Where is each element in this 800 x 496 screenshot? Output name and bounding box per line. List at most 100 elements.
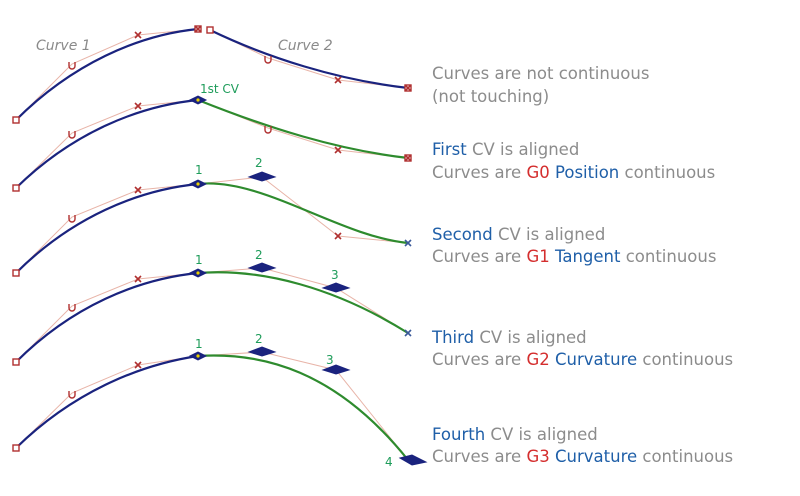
caption-text: Curves are (432, 447, 526, 466)
cv3-arrow (321, 364, 351, 375)
curve1-start-cv (12, 358, 20, 366)
caption-text: CV is aligned (493, 225, 606, 244)
cv3-label: 3 (331, 268, 339, 282)
first-cv-label: 1st CV (200, 82, 240, 96)
curve2-cv-x (334, 232, 342, 240)
hull (15, 351, 409, 461)
curve2-cv-x (334, 146, 342, 154)
row-not-continuous: Curve 1 Curve 2 (12, 25, 412, 124)
caption-line2: Curves are G0 Position continuous (432, 163, 715, 182)
cv2-label: 2 (255, 156, 263, 170)
curve2-end-x (404, 154, 412, 162)
cv1-label: 1 (195, 253, 203, 267)
row-g2: 1 2 3 (12, 248, 412, 366)
caption-text: continuous (619, 163, 715, 182)
caption-text: Curves are (432, 163, 526, 182)
continuity-level: G2 (526, 350, 549, 369)
aligned-cv-dot (196, 98, 200, 102)
hull (15, 176, 409, 274)
cv3-label: 3 (326, 353, 334, 367)
curve2 (197, 271, 409, 334)
curve1-cv-x (134, 31, 142, 39)
curve2-start-cv (206, 26, 214, 34)
caption-emphasis: First (432, 140, 467, 159)
curve1-start-cv (12, 116, 20, 124)
caption-text: continuous (620, 247, 716, 266)
curve2 (197, 98, 409, 160)
continuity-type: Position (555, 163, 619, 182)
curve1-cv-u (68, 131, 76, 139)
cv2-arrow (247, 171, 277, 182)
caption-line2: Curves are G3 Curvature continuous (432, 447, 733, 466)
caption-emphasis: Third (431, 328, 474, 347)
caption-text: Curves are (432, 247, 526, 266)
curve2-cv-x (334, 76, 342, 84)
curve1-cv-u (68, 62, 76, 70)
curve1-cv-x (134, 186, 142, 194)
curve1-start-cv (12, 269, 20, 277)
curve1-cv-x (134, 361, 142, 369)
cv2-arrow (247, 346, 277, 357)
curve2-end-cv (404, 329, 412, 337)
curve1-end-x (194, 25, 202, 33)
cv1-label: 1 (195, 163, 203, 177)
cv3-arrow (321, 282, 351, 293)
curve1-cv-u (68, 304, 76, 312)
curve2-label: Curve 2 (278, 38, 333, 54)
row-g0: 1st CV (12, 82, 412, 192)
row-g1: 1 2 (12, 156, 412, 277)
row-g3: 1 2 3 4 (12, 332, 428, 469)
curve1-cv-u (68, 215, 76, 223)
curve1 (15, 182, 199, 274)
curve1 (15, 271, 199, 363)
caption-line2: (not touching) (432, 87, 549, 106)
curve1-cv-x (134, 102, 142, 110)
curve2 (209, 29, 409, 90)
cv2-arrow (247, 262, 277, 273)
aligned-cv-dot (196, 182, 200, 186)
caption-emphasis: Second (432, 225, 493, 244)
curve1-cv-u (68, 391, 76, 399)
cv1-label: 1 (195, 337, 203, 351)
caption-text: CV is aligned (467, 140, 580, 159)
caption-line2: Curves are G2 Curvature continuous (432, 350, 733, 369)
curve1-start-cv (12, 184, 20, 192)
curve2-hull (197, 99, 409, 159)
caption-line2: Curves are G1 Tangent continuous (432, 247, 716, 266)
cv2-label: 2 (255, 332, 263, 346)
caption-text: continuous (637, 447, 733, 466)
curve1 (15, 27, 199, 121)
caption-g2: Third CV is aligned Curves are G2 Curvat… (431, 328, 733, 369)
caption-g1: Second CV is aligned Curves are G1 Tange… (432, 225, 716, 266)
continuity-type: Curvature (555, 350, 637, 369)
continuity-level: G3 (526, 447, 549, 466)
curve1-start-cv (12, 444, 20, 452)
cv2-label: 2 (255, 248, 263, 262)
continuity-level: G0 (526, 163, 549, 182)
curve1-cv-x (134, 275, 142, 283)
caption-line1: Third CV is aligned (431, 328, 587, 347)
continuity-type: Tangent (554, 247, 621, 266)
curve2-cv-u (264, 126, 272, 134)
curve1-hull (15, 28, 199, 121)
continuity-type: Curvature (555, 447, 637, 466)
aligned-cv-dot (196, 271, 200, 275)
curve1 (15, 98, 199, 189)
caption-line1: Fourth CV is aligned (432, 425, 598, 444)
caption-text: CV is aligned (474, 328, 587, 347)
caption-line1: Second CV is aligned (432, 225, 605, 244)
curve2-end-cv (404, 239, 412, 247)
curve1-label: Curve 1 (36, 38, 91, 54)
curve1 (15, 354, 199, 449)
cv4-label: 4 (385, 455, 393, 469)
curve2 (197, 354, 409, 461)
cv4-arrow (398, 454, 428, 466)
caption-line1: Curves are not continuous (432, 64, 649, 83)
curve2-cv-u (264, 56, 272, 64)
curve2-end-x (404, 84, 412, 92)
caption-not-continuous: Curves are not continuous (not touching) (432, 64, 649, 106)
curve1-hull (15, 99, 199, 189)
caption-g3: Fourth CV is aligned Curves are G3 Curva… (432, 425, 733, 466)
curve2 (197, 182, 409, 245)
